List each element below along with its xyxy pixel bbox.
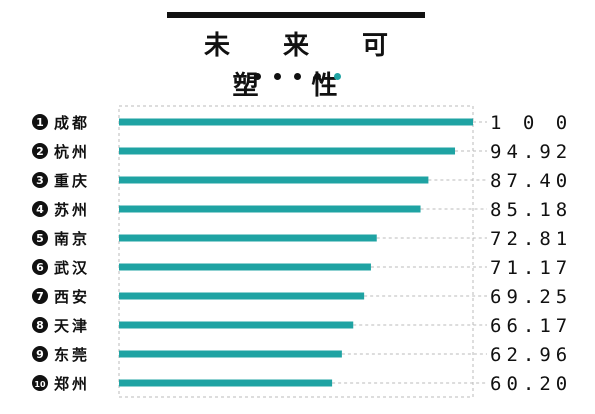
value-label-5: 72.81: [490, 228, 572, 250]
rank-badge-6: [32, 259, 48, 275]
value-label-1: 1 0 0: [490, 112, 572, 134]
bar-9: [119, 350, 342, 358]
value-label-3: 87.40: [490, 170, 572, 192]
rank-number-1: 1: [36, 116, 44, 129]
rank-number-6: 6: [36, 261, 44, 274]
rank-badge-8: [32, 317, 48, 333]
bar-10: [119, 379, 333, 387]
bar-8: [119, 321, 354, 329]
rank-badge-2: [32, 143, 48, 159]
city-label-2: 杭州: [54, 143, 90, 161]
value-label-4: 85.18: [490, 199, 572, 221]
city-label-5: 南京: [54, 230, 90, 248]
dot-2: [274, 73, 281, 80]
rank-badge-7: [32, 288, 48, 304]
rank-badge-4: [32, 201, 48, 217]
city-label-3: 重庆: [54, 172, 90, 190]
rank-number-7: 7: [36, 290, 44, 303]
bar-3: [119, 176, 429, 184]
city-label-7: 西安: [54, 288, 90, 306]
dot-1: [254, 73, 261, 80]
bar-4: [119, 205, 421, 213]
value-label-10: 60.20: [490, 373, 572, 395]
rank-number-3: 3: [36, 174, 44, 187]
plot-frame: [118, 105, 474, 398]
progress-dots: [254, 73, 344, 81]
bar-6: [119, 263, 371, 271]
rank-number-8: 8: [36, 319, 44, 332]
value-label-7: 69.25: [490, 286, 572, 308]
rank-badge-5: [32, 230, 48, 246]
city-label-9: 东莞: [54, 346, 90, 364]
city-label-10: 郑州: [54, 375, 90, 393]
dot-4: [314, 73, 321, 80]
value-label-2: 94.92: [490, 141, 572, 163]
bar-2: [119, 147, 456, 155]
bar-7: [119, 292, 365, 300]
value-label-8: 66.17: [490, 315, 572, 337]
city-label-1: 成都: [54, 114, 90, 132]
rank-number-4: 4: [36, 203, 44, 216]
value-label-9: 62.96: [490, 344, 572, 366]
rank-number-5: 5: [36, 232, 44, 245]
value-label-6: 71.17: [490, 257, 572, 279]
rank-badge-10: [32, 375, 48, 391]
city-label-6: 武汉: [54, 259, 90, 277]
rank-number-9: 9: [36, 348, 44, 361]
dot-5-active: [334, 73, 341, 80]
city-label-4: 苏州: [54, 201, 90, 219]
rank-badge-1: [32, 114, 48, 130]
dot-3: [294, 73, 301, 80]
rank-badge-3: [32, 172, 48, 188]
rank-number-2: 2: [36, 145, 44, 158]
rank-number-10: 10: [34, 380, 46, 389]
bar-1: [119, 118, 473, 126]
rank-badge-9: [32, 346, 48, 362]
city-label-8: 天津: [54, 317, 90, 335]
bar-5: [119, 234, 377, 242]
title-top-bar: [167, 12, 425, 18]
